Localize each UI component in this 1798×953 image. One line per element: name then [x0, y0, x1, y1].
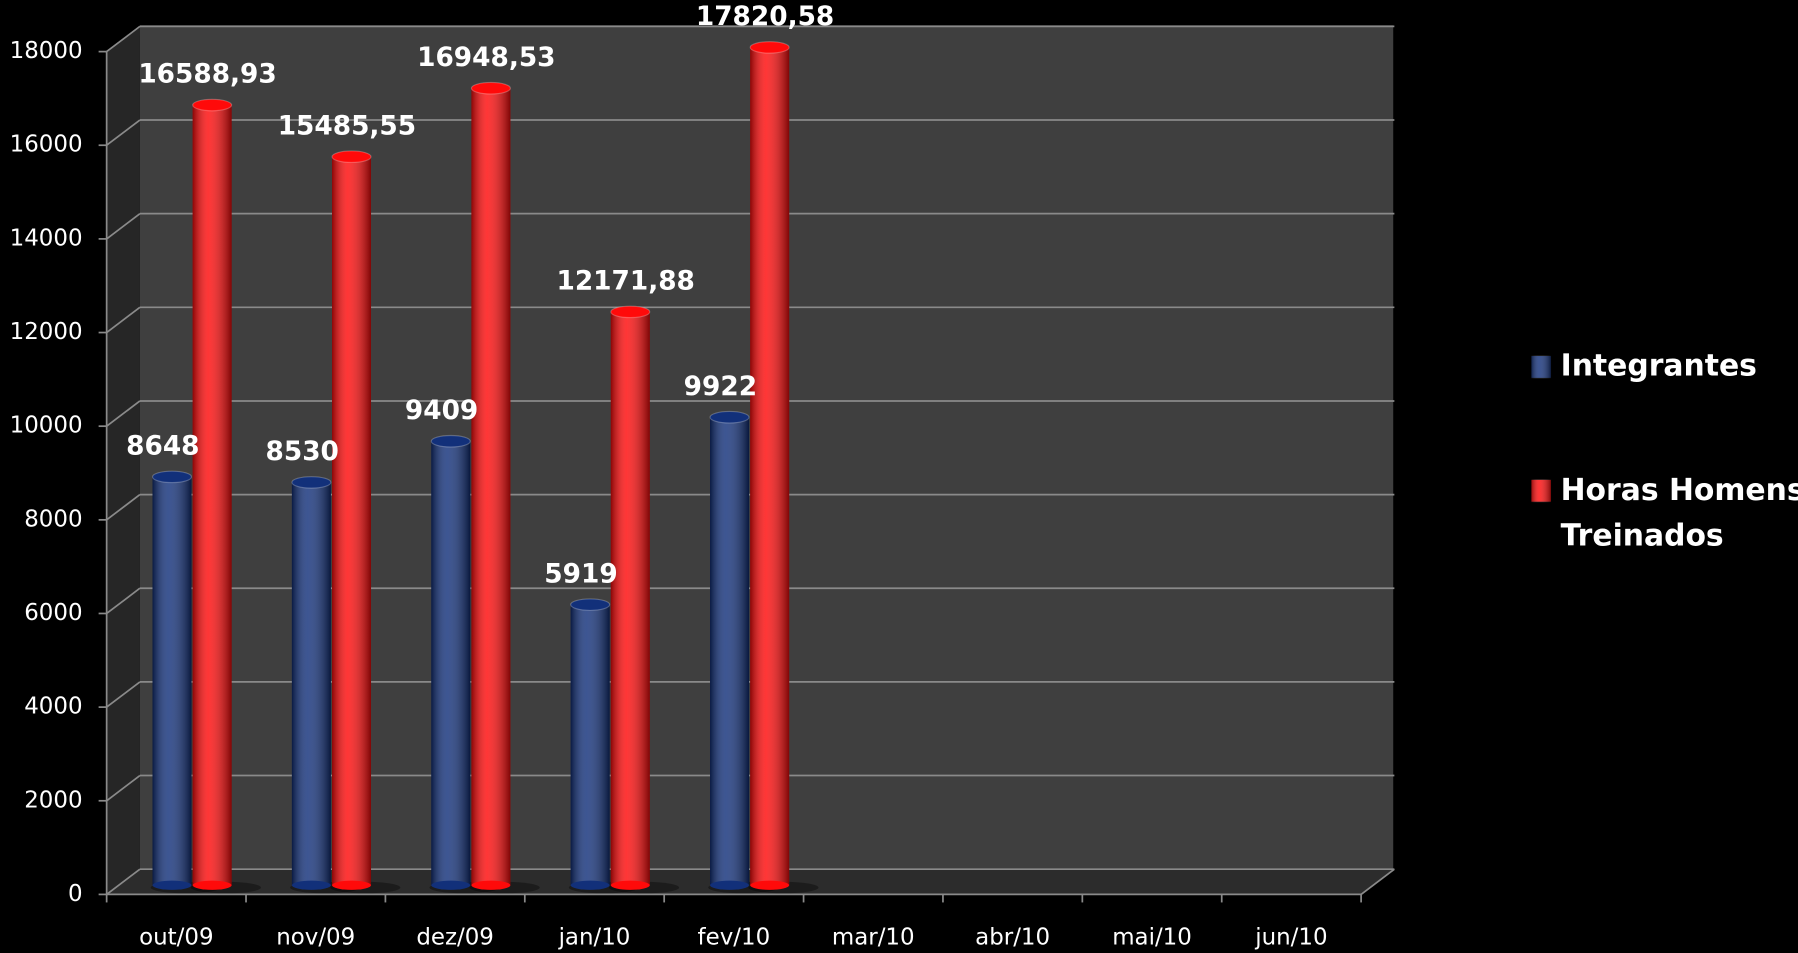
- bar-cap: [430, 434, 471, 448]
- bar-bottom: [610, 880, 650, 890]
- bar-shading: [291, 482, 331, 886]
- x-axis: [1360, 868, 1395, 896]
- y-tick-label: 14000: [10, 225, 83, 251]
- y-tick-label: 10000: [10, 413, 83, 439]
- data-label: 9409: [405, 396, 478, 426]
- bar-bottom: [570, 880, 610, 890]
- legend-label: Integrantes: [1561, 348, 1757, 383]
- x-tick-label: abr/10: [975, 924, 1050, 950]
- bar-cap: [151, 470, 193, 484]
- bar-shading: [431, 441, 471, 886]
- grid-line: [106, 119, 141, 146]
- grid-line: [106, 212, 141, 240]
- grid-line: [106, 400, 141, 427]
- grid-line: [106, 868, 141, 896]
- data-label: 17820,58: [696, 2, 834, 32]
- bar-shading: [192, 105, 232, 886]
- data-label: 9922: [684, 372, 757, 402]
- bar-shading: [471, 88, 511, 886]
- floor: [106, 869, 1394, 895]
- bar-cap: [610, 305, 651, 319]
- bar-cap: [709, 410, 750, 424]
- bar-bottom: [750, 880, 790, 890]
- data-label: 8648: [126, 432, 199, 462]
- legend-label-line: Treinados: [1561, 518, 1724, 553]
- grid-line: [106, 306, 141, 334]
- x-tick-label: out/09: [139, 924, 213, 950]
- bar-bottom: [192, 880, 232, 890]
- x-tick-label: jan/10: [558, 924, 631, 950]
- x-tick-label: jun/10: [1254, 924, 1327, 950]
- bar-shading: [610, 311, 650, 886]
- bar-shading: [152, 476, 192, 886]
- x-tick-label: dez/09: [416, 924, 494, 950]
- bar-bottom: [431, 880, 471, 890]
- grid-line: [106, 587, 141, 615]
- grid-line: [106, 774, 141, 802]
- legend-label: Horas Homens Treinados: [1561, 472, 1798, 553]
- bar-cap: [331, 150, 372, 164]
- bar-cap: [192, 98, 233, 112]
- x-tick-label: mai/10: [1112, 924, 1192, 950]
- bar-bottom: [332, 880, 372, 890]
- data-label: 16588,93: [138, 60, 276, 90]
- data-label: 12171,88: [557, 267, 695, 297]
- x-tick-label: mar/10: [832, 924, 915, 950]
- grid-line: [106, 681, 141, 708]
- y-tick-label: 16000: [10, 132, 83, 158]
- plot-area: 0 2000 4000 6000 8000 10000 12000 14000 16000 180…: [10, 2, 1798, 950]
- y-tick-label: 18000: [10, 38, 83, 64]
- bar-shading: [570, 604, 610, 886]
- data-label: 15485,55: [278, 111, 416, 141]
- y-tick-label: 2000: [24, 787, 82, 813]
- side-wall: [106, 25, 140, 895]
- data-label: 8530: [266, 437, 339, 467]
- y-tick-label: 12000: [10, 319, 83, 345]
- x-tick-label: fev/10: [698, 924, 771, 950]
- bar-bottom: [152, 880, 192, 890]
- bar-bottom: [471, 880, 511, 890]
- bar-cap: [291, 476, 332, 489]
- y-tick-label: 4000: [24, 694, 82, 720]
- grid-line: [106, 493, 141, 521]
- bar-cap: [470, 81, 511, 95]
- bar-bottom: [710, 880, 750, 890]
- legend-swatch-shade: [1530, 355, 1552, 379]
- bar-shading: [710, 417, 750, 886]
- bar-shading: [750, 47, 790, 886]
- y-tick-label: 8000: [24, 506, 82, 532]
- bar-cap: [570, 598, 611, 611]
- data-label: 5919: [544, 559, 617, 589]
- y-tick-label: 0: [68, 881, 83, 907]
- legend-swatch-shade: [1530, 479, 1552, 503]
- bar-shading: [332, 156, 372, 886]
- bar-bottom: [291, 880, 331, 890]
- bar-cap: [749, 41, 790, 54]
- x-tick-label: nov/09: [276, 924, 355, 950]
- y-tick-label: 6000: [24, 600, 82, 626]
- data-label: 16948,53: [417, 43, 555, 73]
- grid-line: [106, 25, 141, 53]
- legend-label-line: Horas Homens: [1561, 472, 1798, 507]
